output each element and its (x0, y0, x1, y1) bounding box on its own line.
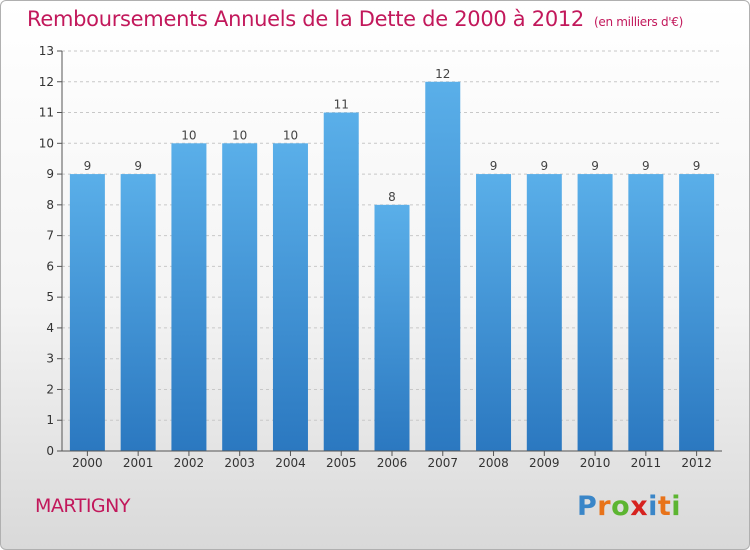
bar (476, 174, 512, 452)
y-tick-label: 0 (46, 444, 54, 458)
data-label: 12 (435, 67, 450, 81)
x-tick-label: 2011 (631, 456, 662, 470)
logo-letter: x (630, 491, 649, 522)
bar (171, 143, 207, 452)
x-tick-label: 2008 (478, 456, 509, 470)
logo-letter: t (657, 491, 672, 522)
y-tick-label: 7 (46, 229, 54, 243)
data-label: 9 (693, 159, 701, 173)
chart-title: Remboursements Annuels de la Dette de 20… (27, 7, 683, 31)
bar (679, 174, 715, 452)
bar (120, 174, 156, 452)
y-tick-label: 13 (39, 44, 54, 58)
location-name: MARTIGNY (35, 495, 130, 517)
x-tick-label: 2009 (529, 456, 560, 470)
chart-unit-note: (en milliers d'€) (594, 15, 684, 29)
y-tick-label: 11 (39, 106, 54, 120)
bar (272, 143, 308, 452)
chart-title-text: Remboursements Annuels de la Dette de 20… (27, 7, 584, 31)
x-tick-label: 2001 (123, 456, 154, 470)
y-tick-label: 8 (46, 198, 54, 212)
y-tick-label: 12 (39, 75, 54, 89)
data-label: 10 (283, 128, 298, 142)
data-label: 10 (181, 128, 196, 142)
proxiti-logo: Proxiti (577, 491, 681, 522)
data-label: 10 (232, 128, 247, 142)
data-label: 9 (84, 159, 92, 173)
bar (526, 174, 562, 452)
logo-letter: o (611, 491, 631, 522)
logo-letter: P (577, 491, 598, 522)
x-tick-label: 2004 (275, 456, 306, 470)
data-label: 9 (490, 159, 498, 173)
x-tick-label: 2006 (377, 456, 408, 470)
y-tick-label: 10 (39, 136, 54, 150)
data-label: 8 (388, 190, 396, 204)
logo-letter: i (648, 491, 658, 522)
data-label: 9 (642, 159, 650, 173)
data-label: 9 (591, 159, 599, 173)
y-tick-label: 5 (46, 290, 54, 304)
y-tick-label: 2 (46, 382, 54, 396)
bar (374, 204, 410, 451)
x-tick-label: 2007 (427, 456, 458, 470)
logo-letter: r (597, 491, 612, 522)
bar (69, 174, 105, 452)
data-label: 11 (334, 98, 349, 112)
bar (222, 143, 258, 452)
y-tick-label: 4 (46, 321, 54, 335)
x-tick-label: 2005 (326, 456, 357, 470)
x-tick-label: 2010 (580, 456, 611, 470)
x-tick-label: 2002 (174, 456, 205, 470)
bar (425, 81, 461, 452)
x-tick-label: 2003 (224, 456, 255, 470)
y-tick-label: 9 (46, 167, 54, 181)
y-tick-label: 6 (46, 259, 54, 273)
y-tick-label: 1 (46, 413, 54, 427)
y-tick-label: 3 (46, 352, 54, 366)
bar (323, 112, 359, 452)
bar (628, 174, 664, 452)
x-tick-label: 2000 (72, 456, 103, 470)
x-tick-label: 2012 (681, 456, 712, 470)
data-label: 9 (540, 159, 548, 173)
bar (577, 174, 613, 452)
data-label: 9 (134, 159, 142, 173)
logo-letter: i (671, 491, 682, 522)
